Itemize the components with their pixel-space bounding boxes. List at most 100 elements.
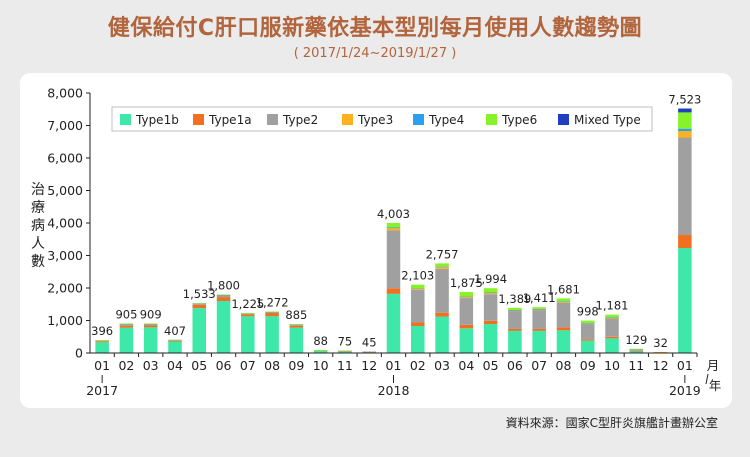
bar-segment-type6 xyxy=(143,323,158,325)
bar-segment-type1a xyxy=(386,288,401,294)
bar-segment-type1b xyxy=(313,350,328,353)
bar-total-label: 1,875 xyxy=(450,276,483,290)
y-tick-label: 0 xyxy=(75,346,83,361)
bar-segment-type2 xyxy=(143,323,158,326)
bar-segment-type3 xyxy=(508,310,522,312)
bar-total-label: 1,181 xyxy=(596,299,629,313)
legend-label: Mixed Type xyxy=(574,113,641,127)
bar-segment-type3 xyxy=(386,228,401,231)
bar-segment-type6 xyxy=(629,348,644,350)
x-tick-label: 04 xyxy=(167,358,183,373)
bar-segment-type1a xyxy=(508,328,522,331)
x-tick-label: 02 xyxy=(410,358,426,373)
bar-total-label: 1,533 xyxy=(183,287,216,301)
legend-label: Type1b xyxy=(135,113,179,127)
bar-segment-type1a xyxy=(629,350,644,352)
bar-segment-type4 xyxy=(386,227,401,229)
bar-segment-type1b xyxy=(241,316,255,353)
chart-subtitle: ( 2017/1/24~2019/1/27 ) xyxy=(293,46,457,61)
x-tick-label: 05 xyxy=(483,358,499,373)
bar-segment-type1b xyxy=(580,340,595,353)
x-tick-label: 04 xyxy=(458,358,474,373)
bar-segment-type2 xyxy=(532,310,546,329)
bar-segment-type3 xyxy=(556,301,571,303)
bar-segment-type3 xyxy=(678,131,692,138)
bar-total-label: 1,272 xyxy=(256,296,289,310)
bar-segment-type1a xyxy=(605,336,619,339)
bar-total-label: 396 xyxy=(91,324,113,338)
bar-segment-type6 xyxy=(605,314,619,318)
bar-segment-type1a xyxy=(532,328,546,331)
bar-segment-type1b xyxy=(556,330,571,353)
bar-segment-type1a xyxy=(241,314,255,317)
bar-segment-type6 xyxy=(168,339,182,341)
bar-segment-type6 xyxy=(508,307,522,310)
bar-segment-type1b xyxy=(411,326,425,353)
bar-total-label: 885 xyxy=(285,308,307,322)
bar-total-label: 75 xyxy=(338,335,353,349)
bar-segment-type6 xyxy=(241,313,255,314)
bar-segment-type1b xyxy=(143,327,158,353)
legend-swatch xyxy=(120,114,131,125)
bar-total-label: 45 xyxy=(362,336,377,350)
bar-total-label: 407 xyxy=(164,324,186,338)
bar-total-label: 2,757 xyxy=(426,247,459,261)
bar-segment-type1a xyxy=(580,339,595,341)
bar-segment-type3 xyxy=(483,292,498,295)
bar-segment-type6 xyxy=(435,263,449,267)
legend-swatch xyxy=(486,114,497,125)
bar-segment-type3 xyxy=(653,351,668,353)
x-tick-label: 03 xyxy=(143,358,159,373)
bar-segment-type4 xyxy=(435,266,449,268)
bar-total-label: 905 xyxy=(115,308,137,322)
bar-segment-type6 xyxy=(459,292,474,297)
bar-segment-type1b xyxy=(532,330,546,353)
bar-segment-type2 xyxy=(508,311,522,329)
bar-segment-type1a xyxy=(265,313,279,317)
bar-segment-type2 xyxy=(678,137,692,236)
legend-label: Type3 xyxy=(357,113,393,127)
bar-segment-type6 xyxy=(216,294,231,296)
y-tick-label: 5,000 xyxy=(47,183,83,198)
bar-segment-type1a xyxy=(289,325,304,328)
bar-segment-type3 xyxy=(338,350,352,352)
bar-segment-type1b xyxy=(192,308,207,353)
x-tick-label: 10 xyxy=(313,358,329,373)
bar-segment-type1a xyxy=(192,304,207,309)
bar-segment-type4 xyxy=(508,309,522,311)
y-axis-label-char: 人 xyxy=(31,236,45,252)
bar-segment-type2 xyxy=(95,340,109,342)
bar-segment-type1b xyxy=(605,338,619,353)
bar-segment-type6 xyxy=(192,303,207,304)
bar-total-label: 88 xyxy=(313,334,328,348)
bar-segment-type1b xyxy=(483,324,498,353)
bar-segment-type1a xyxy=(216,297,231,301)
bar-segment-type6 xyxy=(556,298,571,302)
bar-segment-type2 xyxy=(119,323,134,326)
bar-segment-type1b xyxy=(435,316,449,353)
x-unit-divider xyxy=(705,373,709,385)
bar-total-label: 7,523 xyxy=(668,93,701,107)
bar-total-label: 1,994 xyxy=(474,272,507,286)
bar-segment-type1a xyxy=(556,327,571,331)
bar-segment-type1a xyxy=(678,235,692,249)
bar-segment-type2 xyxy=(435,268,449,313)
y-axis-label-char: 療 xyxy=(31,199,45,216)
bar-segment-type6 xyxy=(289,324,304,325)
legend-swatch xyxy=(193,114,204,125)
bar-stacks xyxy=(95,108,692,353)
y-tick-label: 3,000 xyxy=(47,248,83,263)
bar-segment-type1b xyxy=(338,350,352,353)
bar-segment-type6 xyxy=(678,112,692,129)
bar-segment-type4 xyxy=(411,288,425,289)
x-unit-year: 年 xyxy=(709,378,722,393)
x-tick-label: 09 xyxy=(288,358,304,373)
x-tick-label: 06 xyxy=(507,358,523,373)
x-tick-label: 07 xyxy=(240,358,256,373)
bar-segment-type1a xyxy=(459,324,474,329)
bar-segment-type2 xyxy=(192,303,207,305)
x-tick-label: 08 xyxy=(264,358,280,373)
bar-total-label: 32 xyxy=(653,336,668,350)
